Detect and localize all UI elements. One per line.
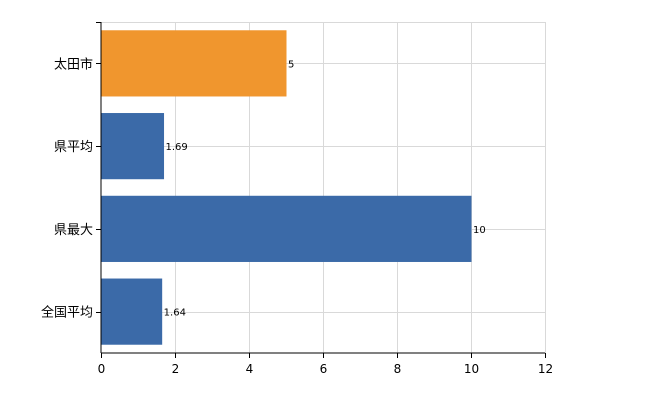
category-label: 太田市 xyxy=(54,56,93,72)
bar xyxy=(101,113,165,180)
bars xyxy=(101,30,472,345)
x-tick-label: 0 xyxy=(98,362,106,376)
labels: 0 2 4 6 8 10 12 太田市 5 県平均 1.69 県最大 10 全国平均 1.64 xyxy=(41,56,553,376)
x-tick-label: 10 xyxy=(464,362,479,376)
data-label: 1.69 xyxy=(166,142,188,153)
category-label: 県最大 xyxy=(54,223,93,238)
x-tick-label: 12 xyxy=(538,362,553,376)
x-tick-label: 2 xyxy=(172,362,180,376)
data-label: 5 xyxy=(288,59,294,70)
data-label: 10 xyxy=(473,225,486,236)
category-label: 全国平均 xyxy=(41,305,93,321)
x-tick-label: 4 xyxy=(246,362,254,376)
axes xyxy=(96,22,546,358)
x-tick-label: 8 xyxy=(394,362,402,376)
bar xyxy=(101,278,163,345)
category-label: 県平均 xyxy=(54,140,93,155)
data-label: 1.64 xyxy=(164,308,186,319)
bar xyxy=(101,30,287,97)
x-tick-label: 6 xyxy=(320,362,328,376)
bar xyxy=(101,195,472,262)
